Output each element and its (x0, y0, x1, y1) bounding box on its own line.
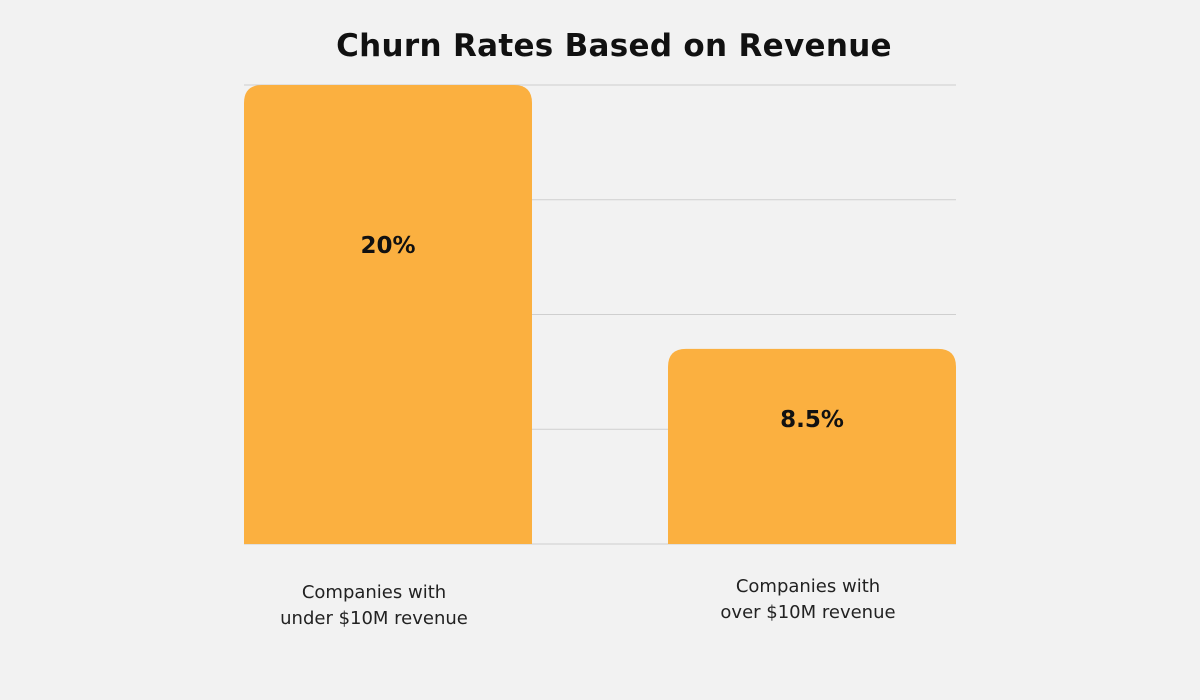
category-label-line: under $10M revenue (280, 608, 468, 629)
category-label: Companies with over $10M revenue (648, 574, 968, 626)
bar-value-label: 20% (360, 233, 415, 259)
category-label-line: over $10M revenue (720, 602, 896, 623)
category-label-line: Companies with (735, 576, 881, 597)
bar-1 (244, 85, 532, 544)
category-label-line: Companies with (301, 582, 447, 603)
chart-title: Churn Rates Based on Revenue (336, 28, 892, 64)
bars (244, 85, 956, 544)
bar-2 (668, 348, 956, 544)
bar-value-label: 8.5% (780, 407, 844, 433)
category-label: Companies with under $10M revenue (214, 580, 534, 632)
bar-value-labels: 20% 8.5% (360, 233, 843, 433)
